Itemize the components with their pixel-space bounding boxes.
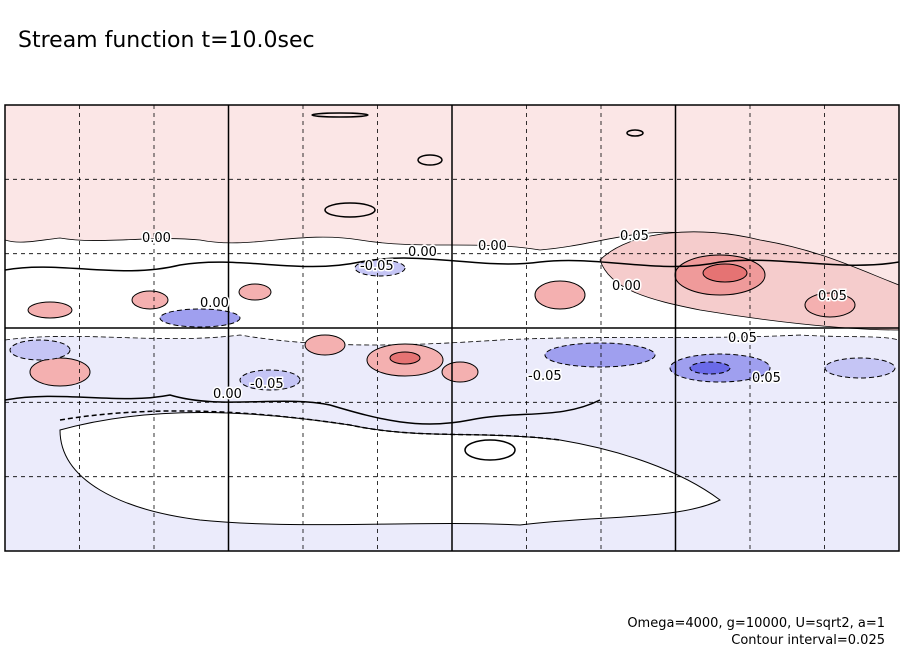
contour-label: 0.05 (752, 371, 781, 386)
negative-cell (9, 339, 71, 361)
contour-label: 0.00 (408, 245, 437, 260)
positive-cell (804, 292, 856, 318)
negative-cell (159, 308, 241, 328)
grid (5, 105, 899, 551)
positive-cell (304, 334, 346, 356)
contour-line (464, 439, 516, 461)
contour-label: 0.05 (818, 289, 847, 304)
contour-line (59, 410, 561, 441)
chart-title: Stream function t=10.0sec (18, 28, 315, 53)
positive-cell (534, 280, 586, 310)
positive-cell (29, 357, 91, 387)
contour-label: 0.05 (620, 229, 649, 244)
frame (4, 104, 900, 552)
contour-line (417, 154, 443, 166)
negative-cell (239, 369, 301, 391)
positive-cell (441, 361, 479, 383)
contour-label: 0.00 (142, 231, 171, 246)
contour-line (311, 112, 369, 118)
note: Omega=4000, g=10000, U=sqrt2, a=1 (627, 616, 885, 631)
contour-label: 0.00 (478, 239, 507, 254)
contour-label: -0.05 (528, 369, 562, 384)
contour-label: -0.05 (360, 259, 394, 274)
contour-label: 0.00 (213, 387, 242, 402)
negative-cell (824, 357, 896, 379)
positive-cell (27, 301, 73, 319)
positive-cell (702, 263, 748, 283)
negative-cell (354, 259, 406, 277)
contour-label: 0.05 (728, 331, 757, 346)
neutral-region (59, 412, 721, 526)
contour-line (626, 129, 644, 137)
contour-line (5, 257, 899, 272)
positive-cell (389, 351, 421, 365)
negative-cell (544, 342, 656, 368)
positive-cell (131, 290, 169, 310)
contour-line (5, 394, 601, 425)
contour-label: -0.05 (250, 377, 284, 392)
negative-cell (689, 361, 731, 375)
positive-cell (238, 283, 272, 301)
contour-labels: 0.00 0.00 0.00 0.05 0.00 0.00 0.05 -0.05 0.05 0.0… (141, 228, 849, 404)
contour-label: 0.00 (612, 279, 641, 294)
note: Contour interval=0.025 (731, 633, 885, 648)
contour-label: 0.00 (200, 296, 229, 311)
contour-line (324, 202, 376, 218)
